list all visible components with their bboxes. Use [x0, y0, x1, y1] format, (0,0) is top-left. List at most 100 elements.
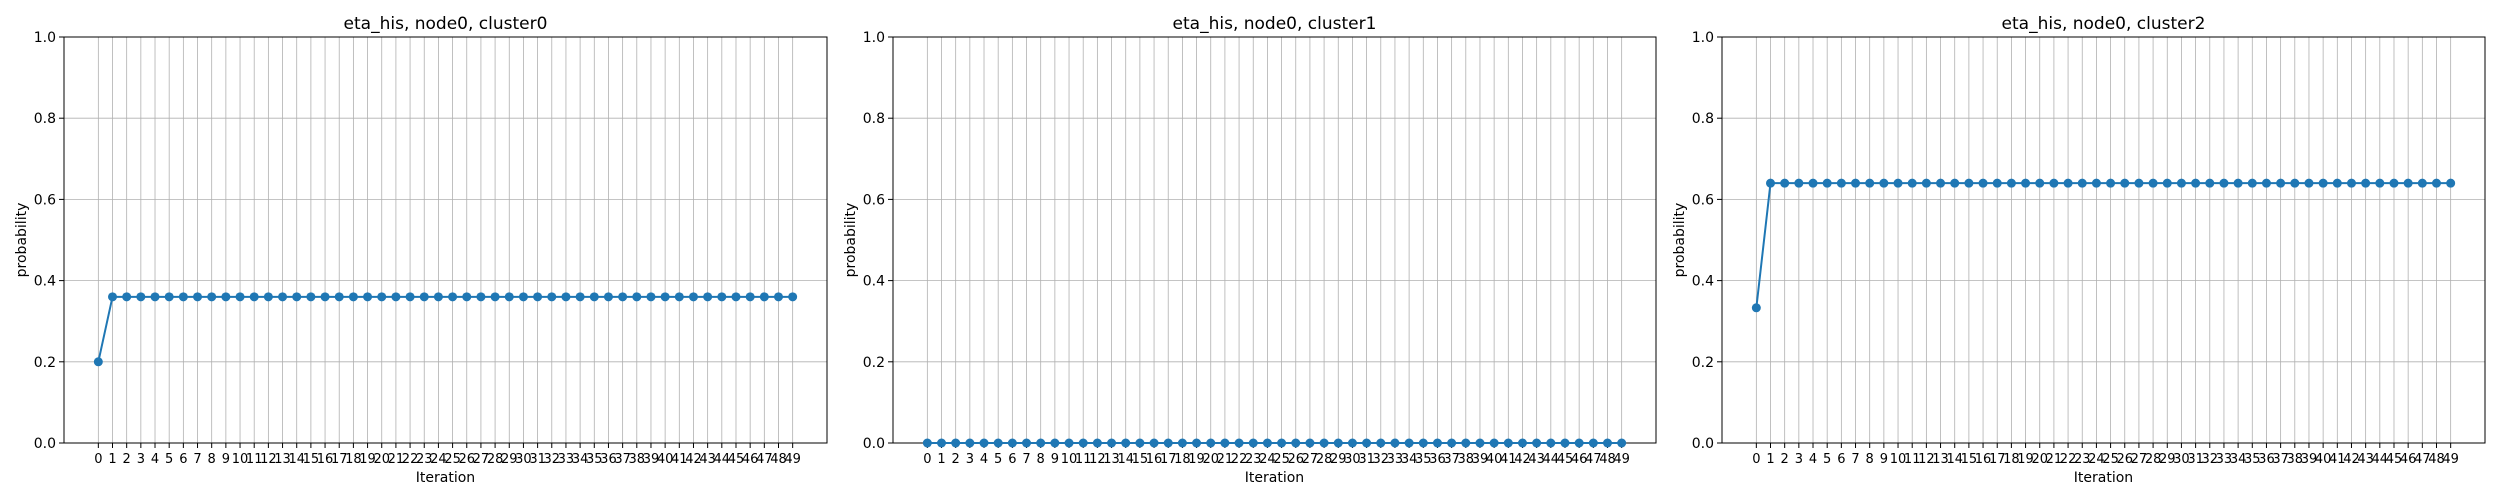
- data-point: [1007, 438, 1017, 448]
- x-tick-label: 32: [2202, 452, 2219, 467]
- y-tick-label: 0.0: [34, 436, 56, 452]
- x-tick-label: 29: [1330, 452, 1347, 467]
- data-point: [1964, 178, 1974, 188]
- data-point: [1390, 438, 1400, 448]
- data-point: [2403, 178, 2413, 188]
- y-tick-label: 0.8: [34, 111, 56, 127]
- x-tick-label: 25: [444, 452, 461, 467]
- x-tick-label: 26: [458, 452, 475, 467]
- y-tick-label: 0.4: [1692, 274, 1714, 290]
- x-tick-label: 1: [1766, 452, 1774, 467]
- data-point: [1107, 438, 1117, 448]
- x-axis-label: Iteration: [416, 470, 475, 486]
- x-tick-label: 43: [2357, 452, 2374, 467]
- data-point: [405, 292, 415, 302]
- data-point: [603, 292, 613, 302]
- y-tick-label: 0.6: [863, 192, 885, 208]
- data-point: [2205, 178, 2215, 188]
- data-point: [1036, 438, 1046, 448]
- x-tick-label: 1: [108, 452, 116, 467]
- data-point: [1333, 438, 1343, 448]
- x-tick-label: 8: [208, 452, 216, 467]
- x-tick-label: 46: [2400, 452, 2417, 467]
- data-point: [1532, 438, 1542, 448]
- x-tick-label: 39: [643, 452, 660, 467]
- x-tick-label: 12: [1089, 452, 1106, 467]
- data-point: [1163, 438, 1173, 448]
- data-point: [433, 292, 443, 302]
- data-point: [1418, 438, 1428, 448]
- data-point: [235, 292, 245, 302]
- data-point: [164, 292, 174, 302]
- x-tick-label: 16: [1975, 452, 1992, 467]
- chart-panel-2: 0.00.20.40.60.81.00 1 2 3 4 5 6 7 8 9 101112131415…: [1672, 14, 2486, 486]
- x-tick-label: 19: [1188, 452, 1205, 467]
- data-point: [1766, 178, 1776, 188]
- x-tick-label: 36: [600, 452, 617, 467]
- x-tick-label: 18: [2003, 452, 2020, 467]
- data-point: [993, 438, 1003, 448]
- x-tick-label: 19: [359, 452, 376, 467]
- y-tick-label: 0.2: [34, 355, 56, 371]
- x-tick-label: 26: [2116, 452, 2133, 467]
- data-point: [2191, 178, 2201, 188]
- data-point: [2021, 178, 2031, 188]
- data-point: [1092, 438, 1102, 448]
- x-tick-label: 45: [2386, 452, 2403, 467]
- x-tick-label: 25: [1273, 452, 1290, 467]
- data-point: [1893, 178, 1903, 188]
- x-tick-label: 23: [416, 452, 433, 467]
- y-axis-label: probability: [843, 203, 859, 278]
- x-tick-label: 41: [671, 452, 688, 467]
- x-tick-label: 48: [770, 452, 787, 467]
- y-tick-label: 1.0: [34, 30, 56, 46]
- data-point: [703, 292, 713, 302]
- data-point: [2219, 178, 2229, 188]
- series-line: [1755, 182, 2451, 308]
- x-tick-label: 7: [193, 452, 201, 467]
- x-tick-label: 20: [1202, 452, 1219, 467]
- data-point: [2247, 178, 2257, 188]
- x-tick-label: 35: [1415, 452, 1432, 467]
- data-point: [1078, 438, 1088, 448]
- data-point: [518, 292, 528, 302]
- x-tick-label: 45: [728, 452, 745, 467]
- y-axis-label: probability: [1672, 203, 1688, 278]
- y-tick-label: 0.6: [34, 192, 56, 208]
- x-tick-label: 31: [529, 452, 546, 467]
- data-point: [688, 292, 698, 302]
- data-point: [1022, 438, 1032, 448]
- axes-frame: [63, 36, 828, 444]
- data-point: [193, 292, 203, 302]
- x-tick-label: 9: [1880, 452, 1888, 467]
- data-point: [1560, 438, 1570, 448]
- data-point: [221, 292, 231, 302]
- data-point: [2148, 178, 2158, 188]
- x-tick-label: 40: [2315, 452, 2332, 467]
- x-tick-label: 44: [1543, 452, 1560, 467]
- x-tick-label: 22: [1231, 452, 1248, 467]
- data-point: [1432, 438, 1442, 448]
- x-tick-label: 24: [2088, 452, 2105, 467]
- x-tick-label: 5: [1823, 452, 1831, 467]
- x-tick-label: 16: [317, 452, 334, 467]
- data-point: [589, 292, 599, 302]
- x-tick-label: 30: [1344, 452, 1361, 467]
- x-tick-label: 17: [1160, 452, 1177, 467]
- data-point: [2361, 178, 2371, 188]
- x-tick-label: 43: [1528, 452, 1545, 467]
- data-point: [2120, 178, 2130, 188]
- data-point: [646, 292, 656, 302]
- data-point: [1617, 438, 1627, 448]
- data-point: [504, 292, 514, 302]
- y-tick-label: 0.4: [863, 274, 885, 290]
- x-tick-label: 0: [923, 452, 931, 467]
- x-axis-label: Iteration: [1245, 470, 1304, 486]
- data-point: [334, 292, 344, 302]
- y-tick-label: 1.0: [1692, 30, 1714, 46]
- data-point: [547, 292, 557, 302]
- x-tick-label: 18: [1174, 452, 1191, 467]
- data-point: [1262, 438, 1272, 448]
- x-tick-label: 22: [402, 452, 419, 467]
- x-tick-label: 8: [1037, 452, 1045, 467]
